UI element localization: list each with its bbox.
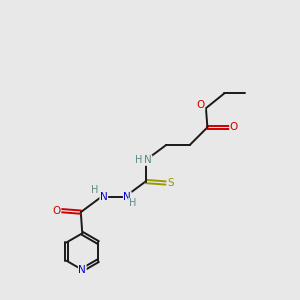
Text: H: H xyxy=(129,198,136,208)
Text: N: N xyxy=(124,192,131,202)
Text: N: N xyxy=(78,265,86,275)
Text: O: O xyxy=(230,122,238,132)
Text: O: O xyxy=(52,206,61,216)
Text: H: H xyxy=(135,155,143,165)
Text: H: H xyxy=(91,185,99,195)
Text: N: N xyxy=(144,155,152,165)
Text: N: N xyxy=(100,192,108,202)
Text: S: S xyxy=(168,178,174,188)
Text: O: O xyxy=(196,100,205,110)
